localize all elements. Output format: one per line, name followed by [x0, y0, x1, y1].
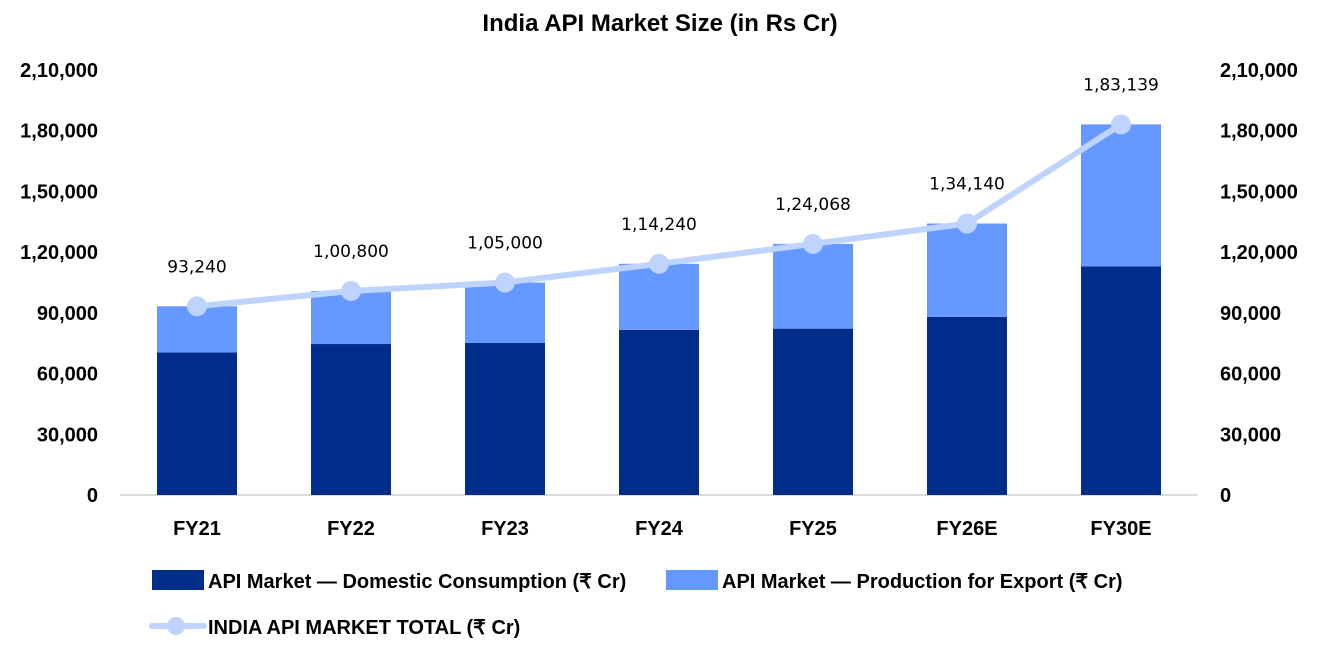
total-line-point: [1111, 114, 1131, 135]
data-labels: 93,240 1,00,800 1,05,000 1,14,240 1,24,068 1,…: [167, 75, 1159, 277]
y-tick-label-left: 1,80,000: [20, 121, 98, 143]
total-line-point: [495, 272, 515, 293]
y-tick-label-right: 1,20,000: [1220, 242, 1298, 264]
x-tick-label: FY23: [481, 518, 529, 540]
total-line: [187, 114, 1131, 317]
total-line-point: [649, 253, 669, 274]
y-tick-label-right: 1,50,000: [1220, 181, 1298, 203]
total-line-point: [957, 213, 977, 234]
total-line-point: [187, 296, 207, 317]
bars: [157, 124, 1161, 495]
y-tick-label-left: 1,50,000: [20, 181, 98, 203]
y-tick-label-left: 1,20,000: [20, 242, 98, 264]
bar-domestic: [157, 352, 237, 495]
legend-label-domestic: API Market — Domestic Consumption (₹ Cr): [208, 571, 626, 593]
x-tick-label: FY24: [635, 518, 684, 540]
y-tick-label-right: 2,10,000: [1220, 60, 1298, 82]
x-tick-label: FY21: [173, 518, 221, 540]
bar-export: [619, 263, 699, 330]
y-tick-label-left: 30,000: [37, 424, 98, 446]
legend-label-export: API Market — Production for Export (₹ Cr…: [722, 571, 1123, 593]
x-axis-categories: FY21 FY22 FY23 FY24 FY25 FY26E FY30E: [173, 518, 1151, 540]
data-label: 93,240: [167, 257, 226, 277]
legend: API Market — Domestic Consumption (₹ Cr)…: [149, 570, 1123, 639]
legend-swatch-domestic: [152, 570, 204, 590]
x-tick-label: FY30E: [1090, 518, 1151, 540]
chart-title: India API Market Size (in Rs Cr): [482, 10, 837, 37]
x-tick-label: FY25: [789, 518, 837, 540]
y-tick-label-right: 0: [1220, 485, 1231, 507]
y-axis-right: 0 30,000 60,000 90,000 1,20,000 1,50,000 1,80,…: [1220, 60, 1298, 507]
bar-export: [927, 223, 1007, 317]
bar-domestic: [619, 329, 699, 495]
y-tick-label-right: 90,000: [1220, 303, 1281, 325]
total-line-point: [803, 233, 823, 254]
legend-swatch-export: [666, 570, 718, 590]
y-tick-label-left: 2,10,000: [20, 60, 98, 82]
total-line-point: [341, 281, 361, 301]
y-tick-label-left: 0: [87, 485, 98, 507]
y-tick-label-right: 60,000: [1220, 364, 1281, 386]
bar-domestic: [927, 316, 1007, 495]
data-label: 1,24,068: [775, 195, 851, 215]
bar-domestic: [1081, 266, 1161, 495]
data-label: 1,14,240: [621, 215, 697, 235]
data-label: 1,83,139: [1083, 75, 1159, 95]
y-tick-label-left: 90,000: [37, 303, 98, 325]
bar-export: [465, 282, 545, 343]
legend-label-total: INDIA API MARKET TOTAL (₹ Cr): [208, 617, 520, 639]
y-tick-label-right: 1,80,000: [1220, 121, 1298, 143]
y-tick-label-left: 60,000: [37, 364, 98, 386]
bar-export: [1081, 124, 1161, 267]
x-tick-label: FY22: [327, 518, 375, 540]
x-tick-label: FY26E: [936, 518, 997, 540]
bar-domestic: [773, 328, 853, 495]
bar-domestic: [465, 342, 545, 495]
y-tick-label-right: 30,000: [1220, 424, 1281, 446]
data-label: 1,34,140: [929, 175, 1005, 195]
bar-export: [773, 243, 853, 329]
data-label: 1,05,000: [467, 234, 543, 254]
bar-domestic: [311, 344, 391, 495]
y-axis-left: 0 30,000 60,000 90,000 1,20,000 1,50,000 1,80,…: [20, 60, 98, 507]
legend-swatch-total-marker: [167, 617, 185, 635]
data-label: 1,00,800: [313, 242, 389, 262]
